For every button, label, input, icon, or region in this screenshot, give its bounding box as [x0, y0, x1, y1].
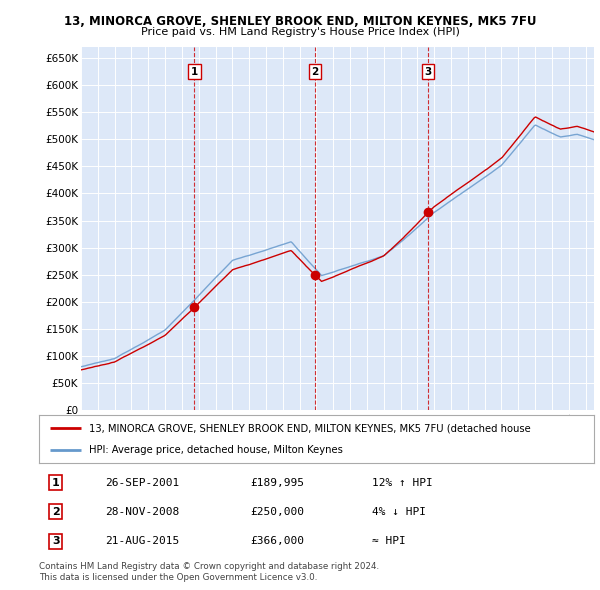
Text: 21-AUG-2015: 21-AUG-2015	[106, 536, 180, 546]
Text: ≈ HPI: ≈ HPI	[372, 536, 406, 546]
Text: HPI: Average price, detached house, Milton Keynes: HPI: Average price, detached house, Milt…	[89, 445, 343, 455]
Text: 4% ↓ HPI: 4% ↓ HPI	[372, 507, 426, 517]
Text: 28-NOV-2008: 28-NOV-2008	[106, 507, 180, 517]
Text: £366,000: £366,000	[250, 536, 304, 546]
Text: 3: 3	[52, 536, 59, 546]
Text: Contains HM Land Registry data © Crown copyright and database right 2024.
This d: Contains HM Land Registry data © Crown c…	[39, 562, 379, 582]
Text: 1: 1	[52, 477, 59, 487]
Text: £250,000: £250,000	[250, 507, 304, 517]
Text: Price paid vs. HM Land Registry's House Price Index (HPI): Price paid vs. HM Land Registry's House …	[140, 27, 460, 37]
Text: 2: 2	[52, 507, 59, 517]
Text: 26-SEP-2001: 26-SEP-2001	[106, 477, 180, 487]
Text: 13, MINORCA GROVE, SHENLEY BROOK END, MILTON KEYNES, MK5 7FU (detached house: 13, MINORCA GROVE, SHENLEY BROOK END, MI…	[89, 423, 531, 433]
Text: 3: 3	[425, 67, 432, 77]
Text: £189,995: £189,995	[250, 477, 304, 487]
Text: 2: 2	[311, 67, 319, 77]
Text: 1: 1	[191, 67, 198, 77]
Text: 12% ↑ HPI: 12% ↑ HPI	[372, 477, 433, 487]
Text: 13, MINORCA GROVE, SHENLEY BROOK END, MILTON KEYNES, MK5 7FU: 13, MINORCA GROVE, SHENLEY BROOK END, MI…	[64, 15, 536, 28]
